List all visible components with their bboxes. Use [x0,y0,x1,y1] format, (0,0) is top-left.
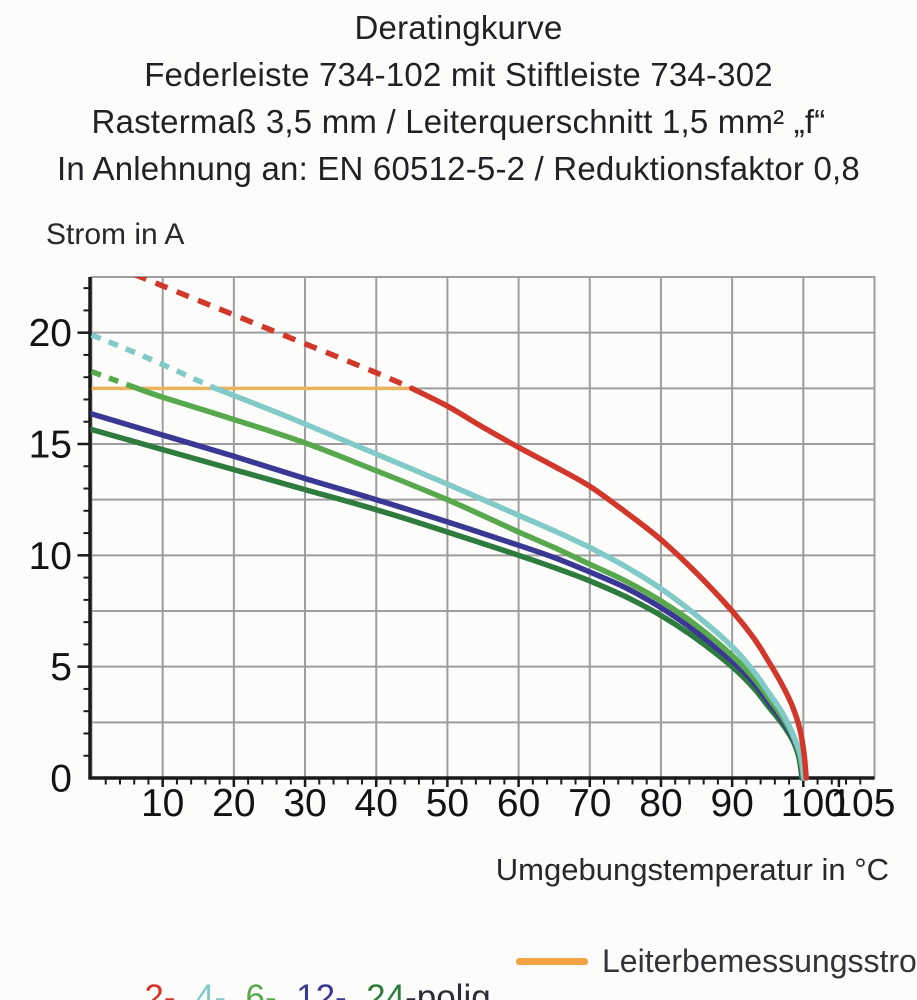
curve-2-polig-dashed [133,277,413,391]
x-tick-label: 10 [141,782,184,825]
x-tick-label: 30 [283,782,326,825]
legend-pole-suffix: -polig [405,978,491,1000]
x-tick-label: 105 [830,782,895,825]
y-axis-title: Strom in A [46,218,185,251]
y-tick-label: 5 [50,646,72,689]
x-tick-label: 100 [781,782,846,825]
reference-line-label: Leiterbemessungsstrom [602,942,917,979]
x-tick-label: 50 [426,782,469,825]
x-tick-label: 90 [710,782,753,825]
legend-pole-4: 4-, [185,978,236,1000]
plot-frame [90,276,876,779]
x-tick-label: 40 [355,782,398,825]
x-tick-label: 20 [212,782,255,825]
x-tick-label: 60 [497,782,540,825]
legend-pole-2: 2-, [144,978,186,1000]
y-tick-label: 10 [29,535,72,578]
legend-poles: 2-, 4-, 6-, 12-, 24-polig [86,938,491,1000]
legend-pole-6: 6-, [235,978,287,1000]
chart-header: Deratingkurve Federleiste 734-102 mit St… [0,4,917,192]
y-tick-label: 15 [29,424,72,467]
y-tick-label: 0 [50,758,72,801]
legend-reference: Leiterbemessungsstrom [516,938,917,984]
chart-subtitle-3: In Anlehnung an: EN 60512-5-2 / Reduktio… [57,150,860,187]
legend-pole-12: 12-, [286,978,357,1000]
y-tick-label: 20 [29,312,72,355]
x-axis-title: Umgebungstemperatur in °C [495,852,889,887]
curve-4-polig [209,384,807,781]
reference-line-swatch [516,957,588,965]
x-tick-label: 70 [568,782,611,825]
legend-pole-24: 24 [356,978,406,1000]
x-tick-label: 80 [639,782,682,825]
chart-title: Deratingkurve [354,9,563,46]
curve-2-polig [409,385,809,781]
curve-6-polig-dashed [90,369,136,390]
chart-subtitle-1: Federleiste 734-102 mit Stiftleiste 734-… [144,56,773,93]
legend-row: 2-, 4-, 6-, 12-, 24-polig Leiterbemessun… [0,938,917,1000]
curve-4-polig-dashed [90,332,214,390]
chart-subtitle-2: Rastermaß 3,5 mm / Leiterquerschnitt 1,5… [91,103,826,140]
